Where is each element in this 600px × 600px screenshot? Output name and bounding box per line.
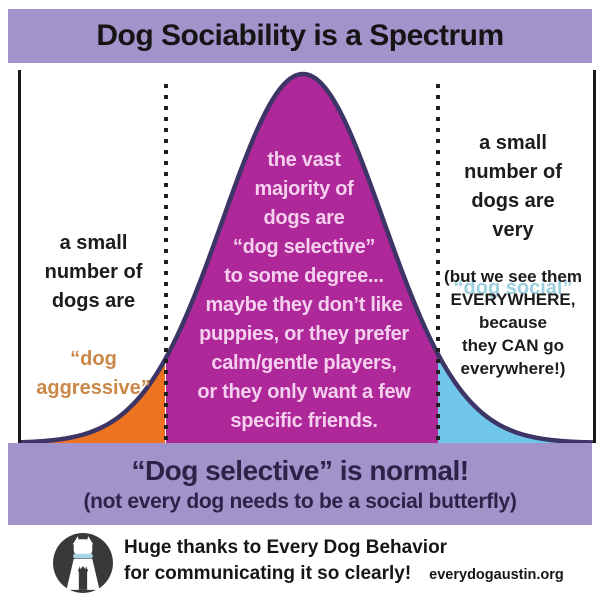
bottom-banner: “Dog selective” is normal! (not every do… bbox=[8, 443, 592, 525]
aggressive-label-highlight: “dog aggressive” bbox=[36, 348, 151, 399]
title-band: Dog Sociability is a Spectrum bbox=[8, 9, 592, 63]
org-name: everydogaustin.org bbox=[429, 567, 564, 583]
curve-region-dog-selective bbox=[166, 74, 438, 443]
page-title: Dog Sociability is a Spectrum bbox=[96, 19, 504, 52]
region-note-dog-social: (but we see them EVERYWHERE, because the… bbox=[444, 267, 582, 378]
region-label-dog-aggressive: a small number of dogs are “dog aggressi… bbox=[21, 200, 166, 432]
aggressive-label-text: a small number of dogs are bbox=[44, 232, 143, 312]
social-label-text: a small number of dogs are very bbox=[464, 132, 562, 241]
credit-line1: Huge thanks to Every Dog Behavior bbox=[124, 537, 448, 558]
curve-region-dog-aggressive bbox=[21, 359, 165, 443]
dog-collar bbox=[73, 553, 93, 559]
social-label-highlight: “dog social” bbox=[453, 277, 573, 299]
bell-curve-line bbox=[21, 71, 593, 443]
dog-logo-icon bbox=[53, 533, 113, 593]
footer: Huge thanks to Every Dog Behavior for co… bbox=[0, 525, 600, 600]
banner-subline: (not every dog needs to be a social butt… bbox=[83, 489, 517, 513]
bell-curve-svg bbox=[21, 71, 593, 443]
region-label-dog-selective: the vast majority of dogs are “dog selec… bbox=[197, 149, 411, 432]
dog-head bbox=[73, 539, 93, 557]
bell-curve-chart: a small number of dogs are “dog aggressi… bbox=[18, 70, 596, 443]
credit-text: Huge thanks to Every Dog Behavior for co… bbox=[124, 535, 564, 588]
curve-region-dog-social bbox=[438, 354, 592, 443]
banner-headline: “Dog selective” is normal! bbox=[131, 454, 469, 486]
dog-tail bbox=[78, 566, 88, 590]
region-label-dog-social: a small number of dogs are very “dog soc… bbox=[436, 100, 590, 332]
credit-line2: for communicating it so clearly! bbox=[124, 563, 412, 584]
